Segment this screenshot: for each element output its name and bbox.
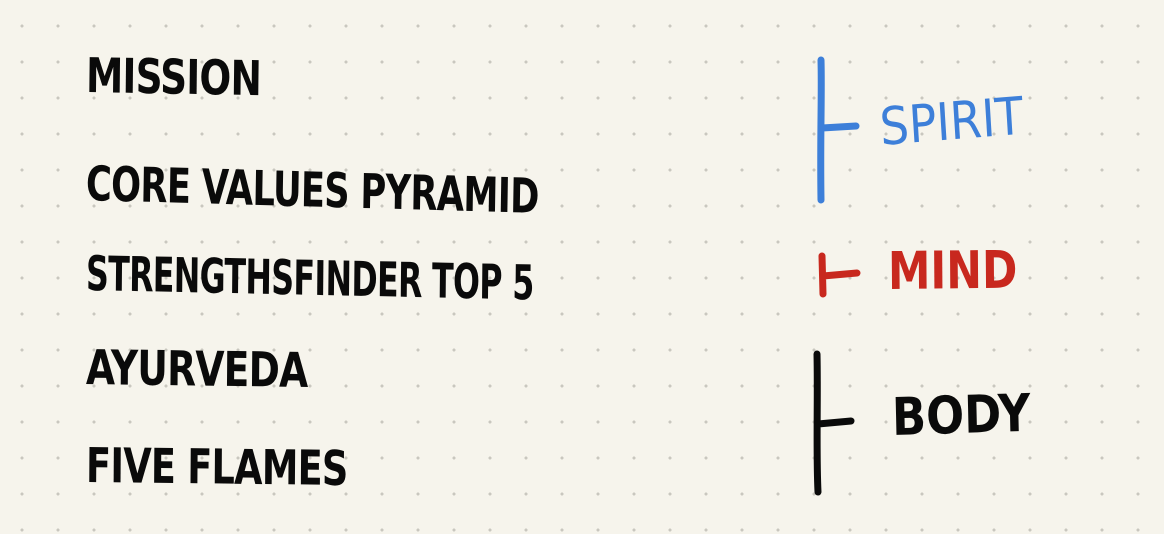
mind-bracket bbox=[818, 252, 861, 298]
group-label-mind: Mind bbox=[887, 240, 1018, 302]
group-label-spirit: Spirit bbox=[878, 86, 1025, 158]
spirit-bracket bbox=[817, 56, 860, 204]
body-bracket bbox=[813, 350, 855, 496]
group-label-body: Body bbox=[891, 383, 1031, 448]
